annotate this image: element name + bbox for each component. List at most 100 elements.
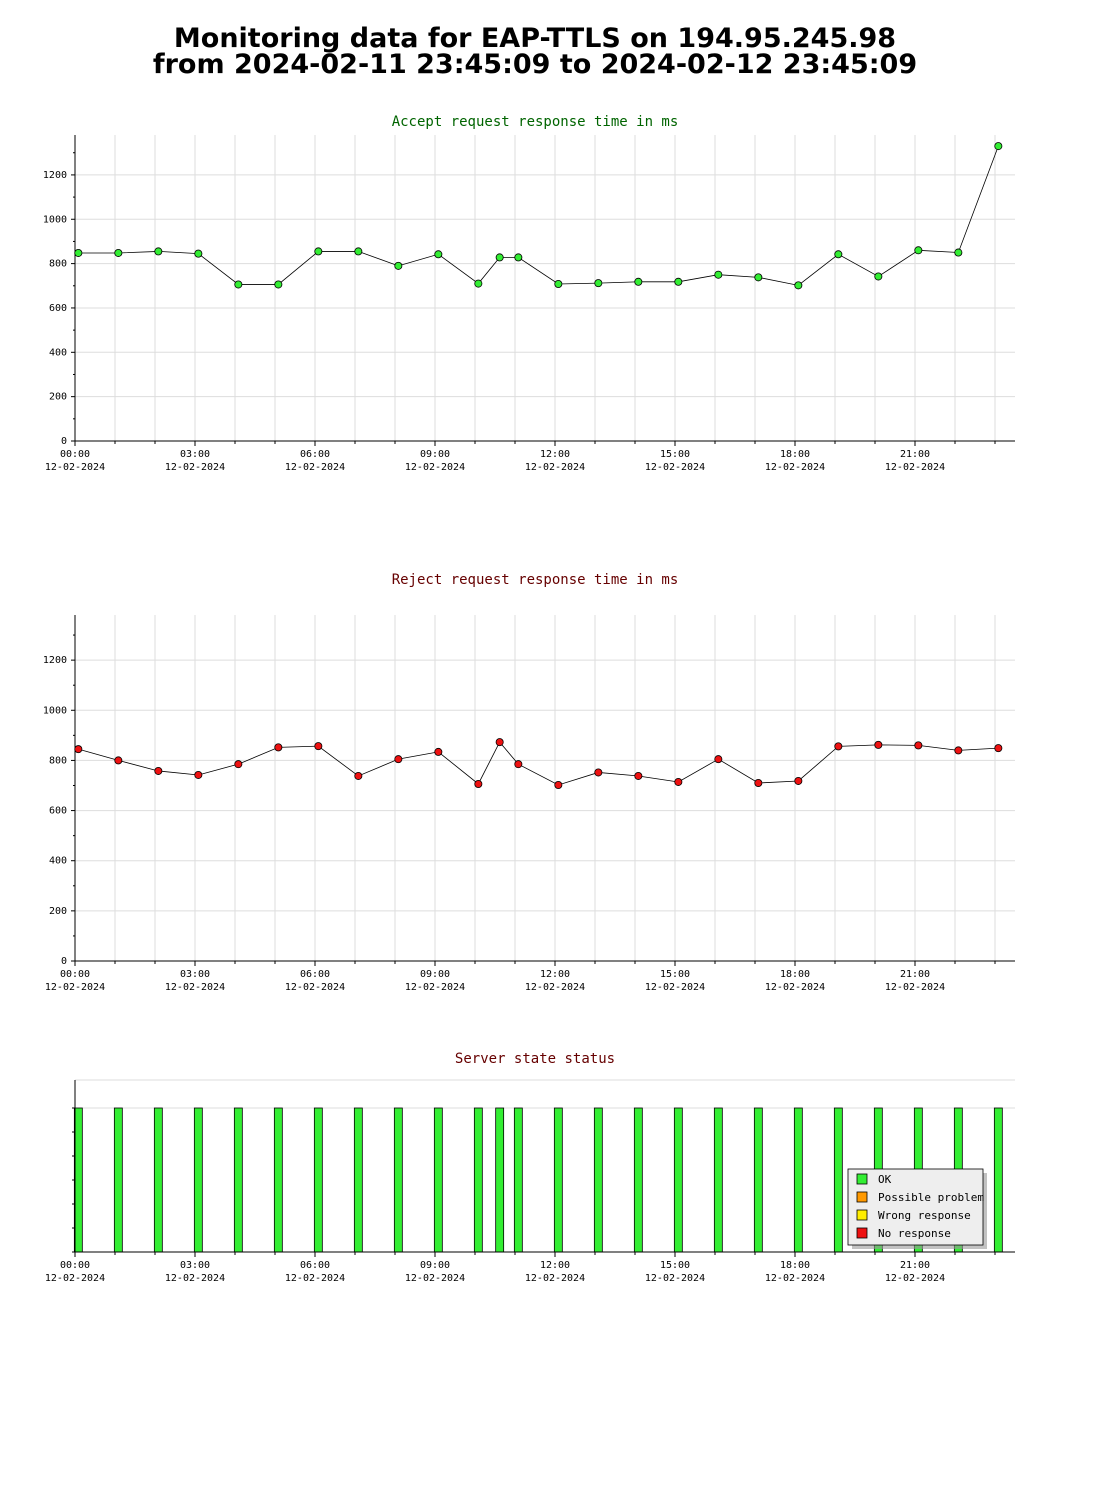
y-tick-label: 400: [49, 347, 67, 358]
y-tick-label: 600: [49, 806, 67, 817]
data-point: [634, 277, 643, 286]
data-point: [874, 272, 883, 281]
x-tick-label-date: 12-02-2024: [765, 1273, 825, 1284]
x-tick-label-time: 09:00: [420, 1260, 450, 1271]
data-point: [354, 771, 363, 780]
x-tick-label-time: 12:00: [540, 1260, 570, 1271]
x-tick-label-time: 15:00: [660, 1260, 690, 1271]
data-point: [874, 740, 883, 749]
y-tick-label: 1200: [43, 655, 67, 666]
y-tick-label: 1000: [43, 214, 67, 225]
x-tick-label-time: 09:00: [420, 449, 450, 460]
data-point: [394, 261, 403, 270]
y-tick-label: 1000: [43, 705, 67, 716]
status-bar: [673, 1107, 683, 1253]
x-tick-label-date: 12-02-2024: [165, 462, 225, 473]
x-tick-label-date: 12-02-2024: [645, 462, 705, 473]
page-title-line-1: Monitoring data for EAP-TTLS on 194.95.2…: [173, 23, 897, 54]
data-point: [594, 768, 603, 777]
y-tick-label: 0: [61, 436, 67, 447]
x-tick-label-time: 03:00: [180, 449, 210, 460]
status-bar: [473, 1107, 483, 1253]
status-bar: [495, 1107, 505, 1253]
accept-response-chart: Accept request response time in ms 0 200 40…: [43, 114, 1015, 473]
status-bar: [273, 1107, 283, 1253]
status-bar: [753, 1107, 763, 1253]
data-point: [994, 142, 1003, 151]
status-bar: [153, 1107, 163, 1253]
x-tick-label-time: 06:00: [300, 449, 330, 460]
x-tick-label-time: 12:00: [540, 969, 570, 980]
x-tick-label-date: 12-02-2024: [285, 982, 345, 993]
data-point: [114, 756, 123, 765]
data-point: [914, 246, 923, 255]
y-tick-label: 200: [49, 906, 67, 917]
x-tick-label-time: 00:00: [60, 449, 90, 460]
x-tick-label-time: 03:00: [180, 1260, 210, 1271]
data-point: [495, 738, 504, 747]
status-bar: [433, 1107, 443, 1253]
legend-label: OK: [878, 1173, 892, 1186]
x-tick-label-date: 12-02-2024: [765, 462, 825, 473]
data-point: [474, 279, 483, 288]
status-bar: [833, 1107, 843, 1253]
x-tick-label-date: 12-02-2024: [285, 462, 345, 473]
status-bar: [513, 1107, 523, 1253]
x-tick-label-date: 12-02-2024: [525, 1273, 585, 1284]
y-tick-label: 1200: [43, 170, 67, 181]
status-bar: [393, 1107, 403, 1253]
status-bar: [993, 1107, 1003, 1253]
legend-swatch: [856, 1191, 868, 1203]
data-point: [234, 280, 243, 289]
status-bar: [353, 1107, 363, 1253]
data-point: [154, 766, 163, 775]
legend-swatch: [856, 1227, 868, 1239]
x-tick-label-time: 00:00: [60, 1260, 90, 1271]
x-tick-label-date: 12-02-2024: [525, 982, 585, 993]
data-point: [495, 253, 504, 262]
data-point: [634, 771, 643, 780]
data-point: [274, 280, 283, 289]
data-point: [714, 755, 723, 764]
x-tick-label-date: 12-02-2024: [45, 462, 105, 473]
data-point: [954, 248, 963, 257]
x-tick-label-time: 18:00: [780, 449, 810, 460]
data-point: [114, 248, 123, 257]
data-point: [594, 279, 603, 288]
data-point: [754, 778, 763, 787]
data-point: [714, 270, 723, 279]
data-point: [194, 249, 203, 258]
x-tick-label-time: 21:00: [900, 449, 930, 460]
data-point: [194, 770, 203, 779]
x-tick-label-date: 12-02-2024: [165, 982, 225, 993]
data-point: [994, 744, 1003, 753]
x-tick-label-date: 12-02-2024: [765, 982, 825, 993]
x-tick-label-time: 18:00: [780, 969, 810, 980]
page-title-line-2: from 2024-02-11 23:45:09 to 2024-02-12 2…: [152, 49, 918, 80]
series-line: [78, 741, 999, 786]
data-point: [394, 755, 403, 764]
data-point: [674, 777, 683, 786]
x-tick-label-date: 12-02-2024: [165, 1273, 225, 1284]
y-tick-label: 800: [49, 259, 67, 270]
x-tick-label-date: 12-02-2024: [885, 982, 945, 993]
status-bar: [313, 1107, 323, 1253]
status-bar: [593, 1107, 603, 1253]
legend-label: Possible problem: [878, 1191, 984, 1204]
data-point: [314, 247, 323, 256]
data-point: [554, 780, 563, 789]
x-tick-label-date: 12-02-2024: [285, 1273, 345, 1284]
x-tick-label-time: 09:00: [420, 969, 450, 980]
data-point: [354, 247, 363, 256]
x-tick-label-date: 12-02-2024: [645, 982, 705, 993]
data-point: [274, 743, 283, 752]
data-point: [914, 741, 923, 750]
status-bar: [113, 1107, 123, 1253]
legend-swatch: [856, 1209, 868, 1221]
data-point: [474, 779, 483, 788]
data-point: [434, 250, 443, 259]
x-tick-label-date: 12-02-2024: [645, 1273, 705, 1284]
status-bar: [73, 1107, 83, 1253]
server-status-chart: Server state status 00:00 12-02-2024 03:00 1…: [45, 1051, 1015, 1284]
status-bar: [193, 1107, 203, 1253]
